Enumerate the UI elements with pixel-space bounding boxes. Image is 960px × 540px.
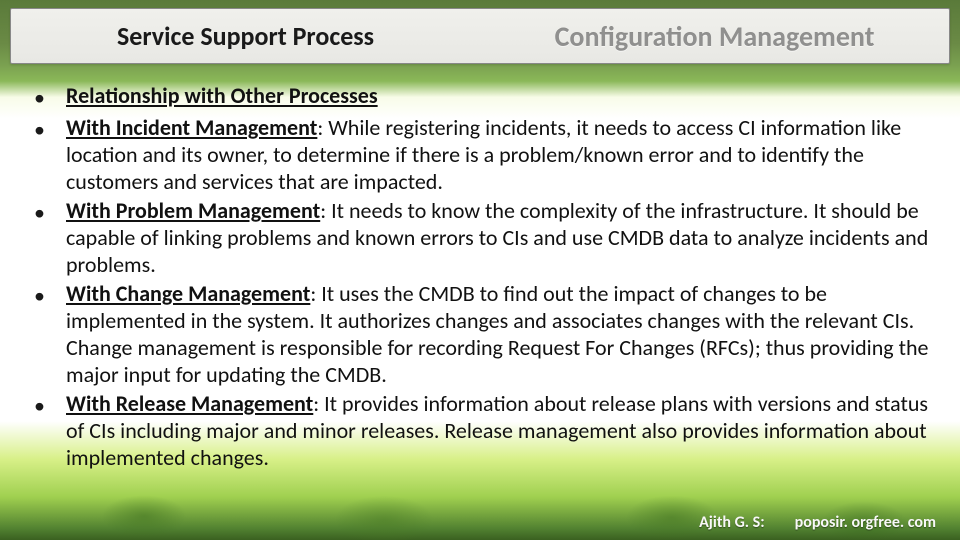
bullet-marker: •: [34, 280, 66, 388]
bullet-lead: With Incident Management: [66, 114, 317, 141]
slide: Service Support Process Configuration Ma…: [0, 0, 960, 540]
bullet-text: Relationship with Other Processes: [66, 82, 930, 112]
bullet-text: With Problem Management: It needs to kno…: [66, 197, 930, 278]
bullet-marker: •: [34, 114, 66, 195]
bullet-lead: With Change Management: [66, 280, 310, 307]
footer: Ajith G. S: poposir. orgfree. com: [699, 513, 936, 532]
header-left-title: Service Support Process: [11, 20, 480, 52]
bullet-marker: •: [34, 390, 66, 471]
header-right-title: Configuration Management: [480, 19, 949, 54]
bullet-text: With Incident Management: While register…: [66, 114, 930, 195]
bullet-text: With Release Management: It provides inf…: [66, 390, 930, 471]
bullet-text: With Change Management: It uses the CMDB…: [66, 280, 930, 388]
bullet-item: • With Problem Management: It needs to k…: [34, 197, 930, 278]
footer-author: Ajith G. S:: [699, 513, 765, 532]
bullet-lead: With Release Management: [66, 390, 313, 417]
content-area: • Relationship with Other Processes • Wi…: [34, 82, 930, 473]
bullet-lead: Relationship with Other Processes: [66, 82, 378, 109]
bullet-item: • With Release Management: It provides i…: [34, 390, 930, 471]
footer-site: poposir. orgfree. com: [795, 513, 936, 532]
bullet-item: • Relationship with Other Processes: [34, 82, 930, 112]
header-bar: Service Support Process Configuration Ma…: [10, 8, 950, 64]
bullet-item: • With Incident Management: While regist…: [34, 114, 930, 195]
bullet-lead: With Problem Management: [66, 197, 320, 224]
bullet-marker: •: [34, 197, 66, 278]
bullet-item: • With Change Management: It uses the CM…: [34, 280, 930, 388]
bullet-marker: •: [34, 82, 66, 112]
